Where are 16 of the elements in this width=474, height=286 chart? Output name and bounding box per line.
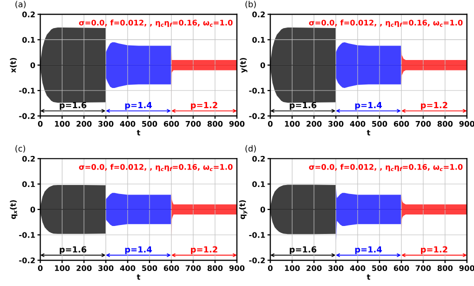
annotation: p=1.2 bbox=[190, 246, 218, 254]
annotation: p=1.4 bbox=[125, 246, 152, 254]
annotation: p=1.4 bbox=[125, 102, 152, 110]
annotation: p=1.6 bbox=[290, 246, 316, 254]
text: (c) bbox=[15, 145, 26, 153]
annotation: p=1.2 bbox=[420, 246, 448, 254]
annotation: p=1.4 bbox=[355, 102, 382, 110]
annotation: p=1.2 bbox=[190, 102, 218, 110]
annotation: p=1.6 bbox=[290, 102, 316, 110]
text: (a) bbox=[15, 0, 26, 8]
annotation: p=1.6 bbox=[60, 246, 86, 254]
text: (d) bbox=[245, 145, 256, 153]
annotation: p=1.6 bbox=[60, 102, 86, 110]
text: (b) bbox=[245, 0, 256, 8]
annotation: p=1.2 bbox=[420, 102, 448, 110]
annotation: p=1.4 bbox=[355, 246, 382, 254]
